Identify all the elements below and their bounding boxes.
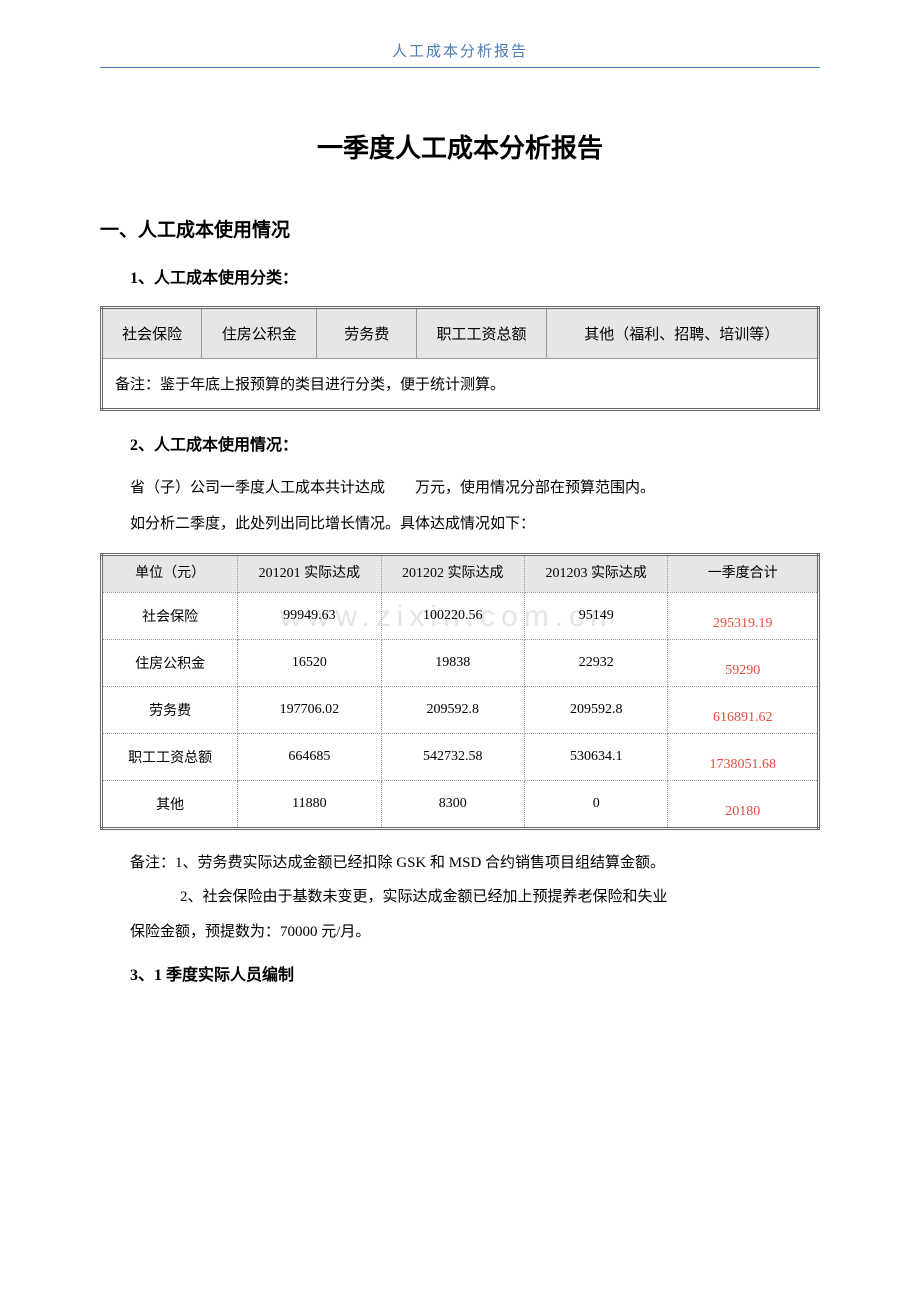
paragraph: 省（子）公司一季度人工成本共计达成 万元，使用情况分部在预算范围内。 [130, 473, 820, 503]
table-cell: 社会保险 [102, 592, 238, 639]
table-note-cell: 备注：鉴于年底上报预算的类目进行分类，便于统计测算。 [102, 359, 819, 410]
table-header-cell: 201202 实际达成 [381, 555, 524, 593]
table-cell: 209592.8 [525, 686, 668, 733]
section-1-title: 一、人工成本使用情况 [100, 215, 820, 242]
table-cell: 职工工资总额 [417, 308, 546, 359]
section-1-sub-3-title: 3、1 季度实际人员编制 [130, 961, 820, 985]
table-row: 其他 11880 8300 0 20180 [102, 780, 819, 828]
table-cell: 197706.02 [238, 686, 381, 733]
table-cell: 职工工资总额 [102, 733, 238, 780]
document-content: 人工成本分析报告 一季度人工成本分析报告 一、人工成本使用情况 1、人工成本使用… [100, 40, 820, 985]
table-cell: 住房公积金 [202, 308, 317, 359]
table-cell: 95149 [525, 592, 668, 639]
cost-data-table: 单位（元） 201201 实际达成 201202 实际达成 201203 实际达… [100, 553, 820, 830]
table-cell: 99949.63 [238, 592, 381, 639]
table-cell: 劳务费 [102, 686, 238, 733]
table-cell: 住房公积金 [102, 639, 238, 686]
table-cell: 664685 [238, 733, 381, 780]
table-header-cell: 201203 实际达成 [525, 555, 668, 593]
table-row: 职工工资总额 664685 542732.58 530634.1 1738051… [102, 733, 819, 780]
table-cell: 8300 [381, 780, 524, 828]
table-cell: 209592.8 [381, 686, 524, 733]
table-row: 社会保险 住房公积金 劳务费 职工工资总额 其他（福利、招聘、培训等） [102, 308, 819, 359]
table-cell: 11880 [238, 780, 381, 828]
note-text: 备注：1、劳务费实际达成金额已经扣除 GSK 和 MSD 合约销售项目组结算金额… [130, 846, 820, 881]
page-header-title: 人工成本分析报告 [100, 40, 820, 68]
note-text: 保险金额，预提数为：70000 元/月。 [130, 915, 820, 950]
table-total-cell: 59290 [668, 639, 819, 686]
classification-table: 社会保险 住房公积金 劳务费 职工工资总额 其他（福利、招聘、培训等） 备注：鉴… [100, 306, 820, 411]
table-cell: 100220.56 [381, 592, 524, 639]
table-total-cell: 20180 [668, 780, 819, 828]
table-header-row: 单位（元） 201201 实际达成 201202 实际达成 201203 实际达… [102, 555, 819, 593]
section-1-sub-2-title: 2、人工成本使用情况： [130, 431, 820, 455]
table-row: 住房公积金 16520 19838 22932 59290 [102, 639, 819, 686]
table-cell: 其他（福利、招聘、培训等） [546, 308, 818, 359]
table-cell: 社会保险 [102, 308, 202, 359]
table-header-cell: 一季度合计 [668, 555, 819, 593]
section-1-sub-1-title: 1、人工成本使用分类： [130, 264, 820, 288]
table-cell: 542732.58 [381, 733, 524, 780]
table-cell: 劳务费 [317, 308, 417, 359]
table-total-cell: 616891.62 [668, 686, 819, 733]
table-header-cell: 201201 实际达成 [238, 555, 381, 593]
table-cell: 16520 [238, 639, 381, 686]
table-row: 劳务费 197706.02 209592.8 209592.8 616891.6… [102, 686, 819, 733]
table-total-cell: 1738051.68 [668, 733, 819, 780]
table-row: 备注：鉴于年底上报预算的类目进行分类，便于统计测算。 [102, 359, 819, 410]
table-cell: 19838 [381, 639, 524, 686]
note-text: 2、社会保险由于基数未变更，实际达成金额已经加上预提养老保险和失业 [180, 880, 820, 915]
table-cell: 22932 [525, 639, 668, 686]
main-title: 一季度人工成本分析报告 [100, 128, 820, 165]
paragraph: 如分析二季度，此处列出同比增长情况。具体达成情况如下： [130, 509, 820, 539]
table-row: 社会保险 99949.63 100220.56 95149 295319.19 [102, 592, 819, 639]
table-cell: 0 [525, 780, 668, 828]
table-total-cell: 295319.19 [668, 592, 819, 639]
table-cell: 530634.1 [525, 733, 668, 780]
table-cell: 其他 [102, 780, 238, 828]
table-header-cell: 单位（元） [102, 555, 238, 593]
